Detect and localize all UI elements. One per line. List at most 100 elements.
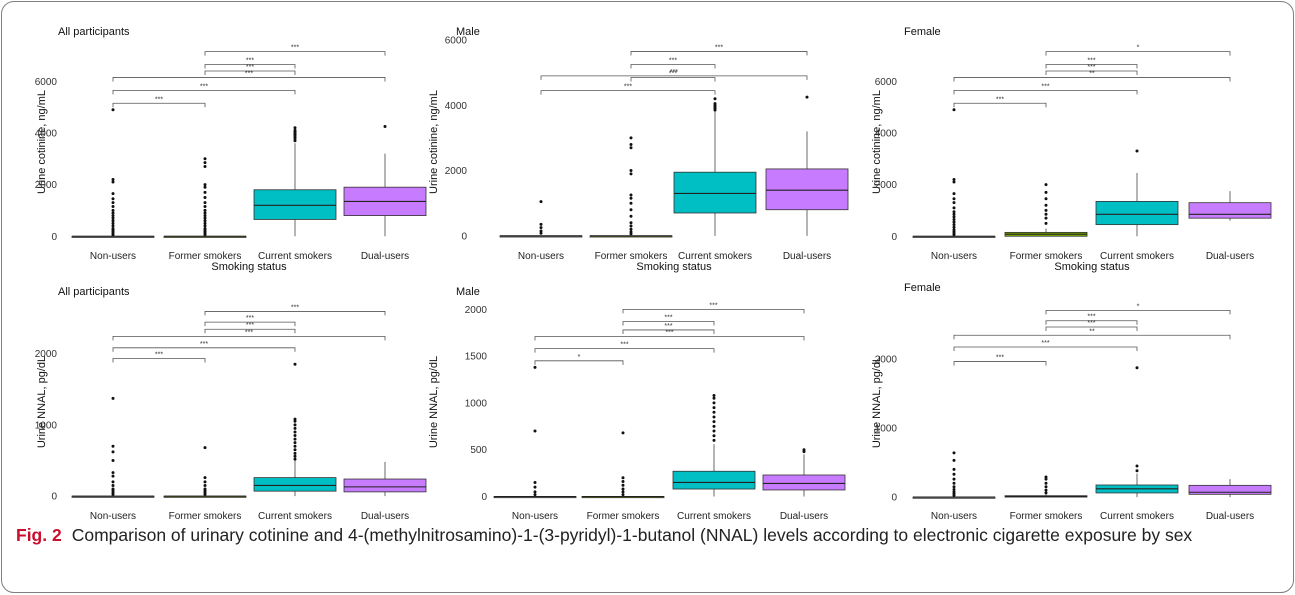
significance-label: *** [709,302,717,309]
outlier-point [712,393,716,397]
outlier-point [111,458,115,462]
panel-title: All participants [58,26,130,38]
outlier-point [293,430,297,434]
box-current-smokers [1095,149,1179,237]
y-tick-label: 2000 [875,354,898,365]
outlier-point [952,201,956,205]
outlier-point [111,192,115,196]
bracket-line [204,70,296,75]
significance-bracket: *** [204,64,296,75]
outlier-point [629,230,633,234]
outlier-point [629,196,633,200]
significance-bracket: *** [630,44,808,56]
box-dual-users [1188,479,1272,498]
significance-label: *** [200,83,208,90]
significance-bracket: * [1045,45,1231,56]
outlier-point [539,231,543,235]
significance-label: *** [620,342,628,349]
box-former-smokers [581,431,665,499]
outlier-point [1044,216,1048,220]
outlier-point [111,216,115,220]
outlier-point [1044,197,1048,201]
bracket-line [953,102,1047,108]
box-current-smokers [1095,366,1179,498]
x-tick-label: Current smokers [258,251,332,262]
outlier-point [952,220,956,224]
outlier-point [111,227,115,231]
significance-label: * [1137,303,1140,310]
box-former-smokers [163,157,247,238]
significance-label: *** [1087,314,1095,321]
y-tick-label: 0 [51,492,57,503]
outlier-point [111,208,115,212]
outlier-point [111,205,115,209]
box-former-smokers [1004,183,1088,237]
outlier-point [293,139,297,143]
outlier-point [952,217,956,221]
box-body [765,168,849,211]
significance-label: *** [670,69,678,76]
bracket-line [622,329,715,334]
outlier-point [805,95,809,99]
significance-label: *** [246,58,254,65]
outlier-point [203,446,207,450]
outlier-point [1044,190,1048,194]
significance-label: *** [669,71,677,78]
significance-bracket: *** [953,355,1047,366]
outlier-point [952,477,956,481]
outlier-point [621,490,625,494]
outlier-point [952,223,956,227]
boxplot-panel-5: Male Urine NNAL, pg/dL 0 500 1000 1500 2000 Non… [428,286,846,522]
outlier-point [203,190,207,194]
x-tick-label: Non-users [931,511,977,522]
bracket-line [112,102,206,108]
outlier-point [293,423,297,427]
significance-label: *** [664,323,672,330]
significance-label: *** [1087,320,1095,327]
box-body [1095,200,1179,226]
boxplot-figure: All participants Urine cotinine, ng/mL 0 20… [35,26,1272,522]
bracket-line [1045,326,1138,331]
outlier-point [111,180,115,184]
outlier-point [203,185,207,189]
outlier-point [1135,464,1139,468]
outlier-point [203,476,207,480]
outlier-point [621,493,625,497]
significance-bracket: *** [622,302,805,314]
significance-bracket: ** [953,70,1231,82]
y-tick-label: 0 [891,493,897,504]
bracket-line [204,51,386,56]
caption-label: Fig. 2 [16,525,62,545]
x-tick-label: Dual-users [361,251,409,262]
y-tick-label: 2000 [35,180,58,191]
y-axis-label: Urine NNAL, pg/dL [36,356,48,448]
outlier-point [111,224,115,228]
outlier-point [712,396,716,400]
significance-bracket: *** [204,304,386,316]
box-current-smokers [253,126,337,237]
x-tick-label: Current smokers [678,251,752,262]
outlier-point [952,225,956,229]
outlier-point [629,142,633,146]
bracket-line [112,347,296,352]
outlier-point [629,172,633,176]
outlier-point [952,210,956,214]
significance-label: * [578,354,581,361]
significance-bracket: *** [1045,320,1138,331]
significance-bracket: *** [540,69,808,80]
significance-label: *** [1041,83,1049,90]
x-tick-label: Former smokers [169,251,242,262]
significance-bracket: *** [622,315,715,326]
outlier-point [952,472,956,476]
outlier-point [1044,488,1048,492]
outlier-point [952,485,956,489]
y-tick-label: 6000 [875,77,898,88]
outlier-point [203,221,207,225]
outlier-point [1044,475,1048,479]
y-axis-label: Urine cotinine, ng/mL [36,90,48,194]
significance-label: *** [996,355,1004,362]
outlier-point [629,227,633,231]
outlier-point [203,196,207,200]
outlier-point [629,224,633,228]
outlier-point [629,169,633,173]
